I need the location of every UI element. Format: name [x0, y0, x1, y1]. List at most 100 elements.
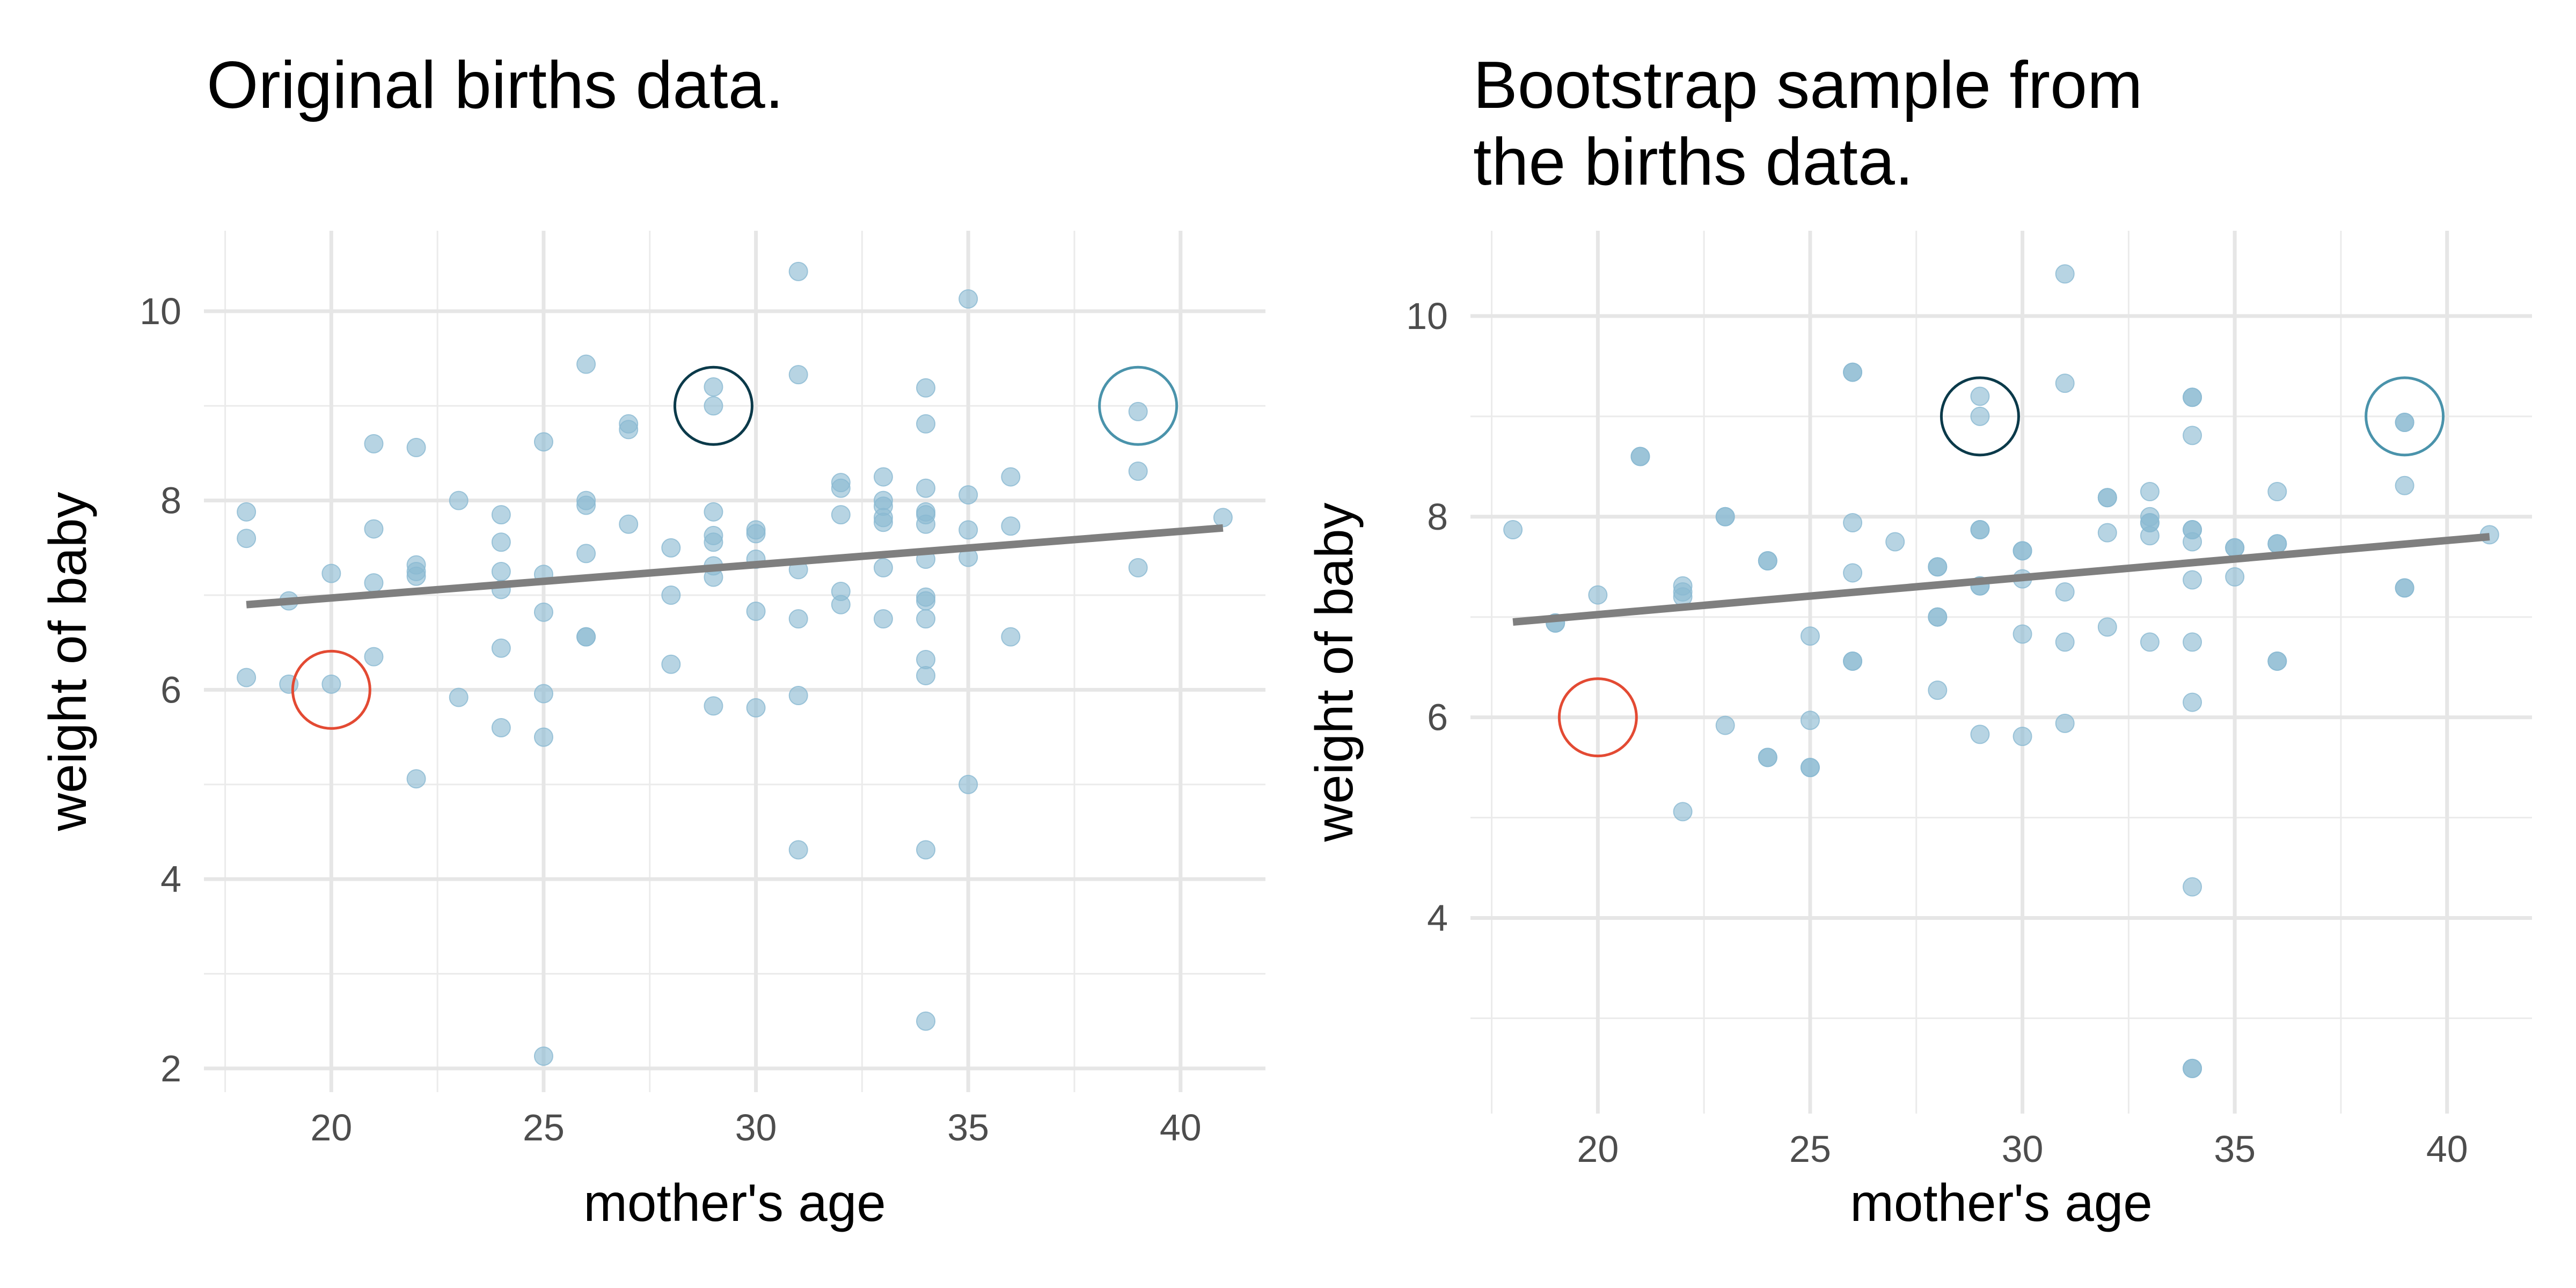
regression-line: [246, 524, 1224, 609]
x-tick-label: 35: [2214, 1128, 2256, 1170]
data-point: [1001, 467, 1021, 487]
data-point: [916, 649, 936, 669]
data-point: [364, 573, 384, 593]
data-point: [2183, 570, 2202, 590]
data-point: [237, 529, 257, 548]
y-tick-label: 4: [1427, 897, 1448, 939]
x-tick-label: 25: [1789, 1128, 1831, 1170]
data-point: [533, 684, 553, 704]
data-point: [321, 564, 341, 583]
x-axis-label: mother's age: [583, 1173, 885, 1232]
data-point: [1843, 513, 1863, 532]
data-point: [788, 261, 808, 281]
panel-1: 20 25 30 35 40 2 4 6 8 10 mother's age weight of ba…: [38, 231, 1265, 1232]
data-point: [533, 1046, 553, 1066]
data-point: [1843, 362, 1863, 382]
data-point: [2055, 264, 2075, 284]
data-point: [704, 396, 723, 416]
data-point: [1630, 447, 1650, 466]
data-point: [746, 602, 766, 621]
data-point: [1928, 680, 1948, 700]
data-point: [746, 524, 766, 544]
data-point: [406, 769, 426, 789]
highlight-circle: [2365, 376, 2445, 457]
y-tick-label: 8: [1427, 496, 1448, 538]
data-point: [1970, 724, 1990, 744]
data-point: [916, 840, 936, 860]
data-point: [704, 532, 723, 552]
data-point: [788, 365, 808, 385]
data-point: [2183, 692, 2202, 712]
y-tick-label: 4: [160, 858, 181, 900]
data-point: [788, 685, 808, 705]
x-tick-label: 35: [947, 1107, 989, 1148]
data-point: [2395, 413, 2414, 433]
data-point: [1001, 627, 1021, 647]
data-point: [661, 586, 681, 605]
data-point: [2183, 387, 2202, 407]
data-point: [1128, 401, 1148, 421]
data-point: [704, 502, 723, 522]
highlight-circle: [1940, 376, 2020, 457]
data-point: [2225, 538, 2245, 558]
data-point: [1800, 758, 1820, 778]
data-point: [958, 520, 978, 540]
data-point: [576, 354, 596, 374]
data-point: [2183, 532, 2202, 552]
data-point: [491, 505, 511, 525]
data-point: [1673, 802, 1693, 822]
data-point: [2395, 475, 2414, 495]
data-point: [1800, 711, 1820, 730]
data-point: [533, 727, 553, 747]
data-point: [873, 609, 893, 629]
data-point: [364, 647, 384, 667]
x-axis-label: mother's age: [1850, 1173, 2152, 1232]
panel-1-title: Original births data.: [207, 48, 784, 122]
y-tick-label: 8: [160, 480, 181, 522]
data-point: [576, 495, 596, 515]
data-point: [958, 485, 978, 505]
data-point: [2267, 534, 2287, 554]
data-point: [916, 609, 936, 629]
data-point: [1128, 558, 1148, 577]
data-point: [2140, 482, 2160, 502]
data-point: [406, 437, 426, 457]
data-point: [321, 674, 341, 694]
x-tick-label: 20: [310, 1107, 352, 1148]
data-point: [1800, 626, 1820, 646]
panel-2: 20 25 30 35 40 4 6 8 10 mother's age weight of bab…: [1305, 231, 2532, 1232]
data-point: [576, 544, 596, 564]
data-point: [1758, 551, 1777, 571]
data-point: [916, 591, 936, 611]
data-point: [237, 502, 257, 522]
data-point: [2055, 632, 2075, 652]
data-point: [873, 558, 893, 577]
y-tick-label: 2: [160, 1048, 181, 1089]
data-point: [1928, 607, 1948, 627]
data-point: [2395, 578, 2414, 598]
data-point: [2055, 713, 2075, 733]
x-tick-label: 30: [735, 1107, 777, 1148]
data-point: [958, 289, 978, 309]
data-point: [2140, 526, 2160, 546]
data-point: [1715, 507, 1735, 526]
data-point: [2183, 426, 2202, 445]
data-point: [2012, 624, 2032, 644]
y-tick-label: 10: [140, 290, 181, 332]
data-point: [873, 467, 893, 487]
data-point: [1970, 386, 1990, 406]
data-point: [2097, 617, 2117, 637]
x-tick-label: 25: [523, 1107, 565, 1148]
data-point: [491, 638, 511, 658]
data-point: [619, 514, 639, 534]
x-tick-label: 40: [1160, 1107, 1202, 1148]
data-point: [873, 513, 893, 532]
data-point: [958, 774, 978, 794]
highlight-circle: [673, 365, 753, 446]
x-tick-label: 20: [1577, 1128, 1619, 1170]
y-tick-label: 6: [160, 669, 181, 711]
data-point: [619, 420, 639, 440]
data-point: [2055, 374, 2075, 393]
